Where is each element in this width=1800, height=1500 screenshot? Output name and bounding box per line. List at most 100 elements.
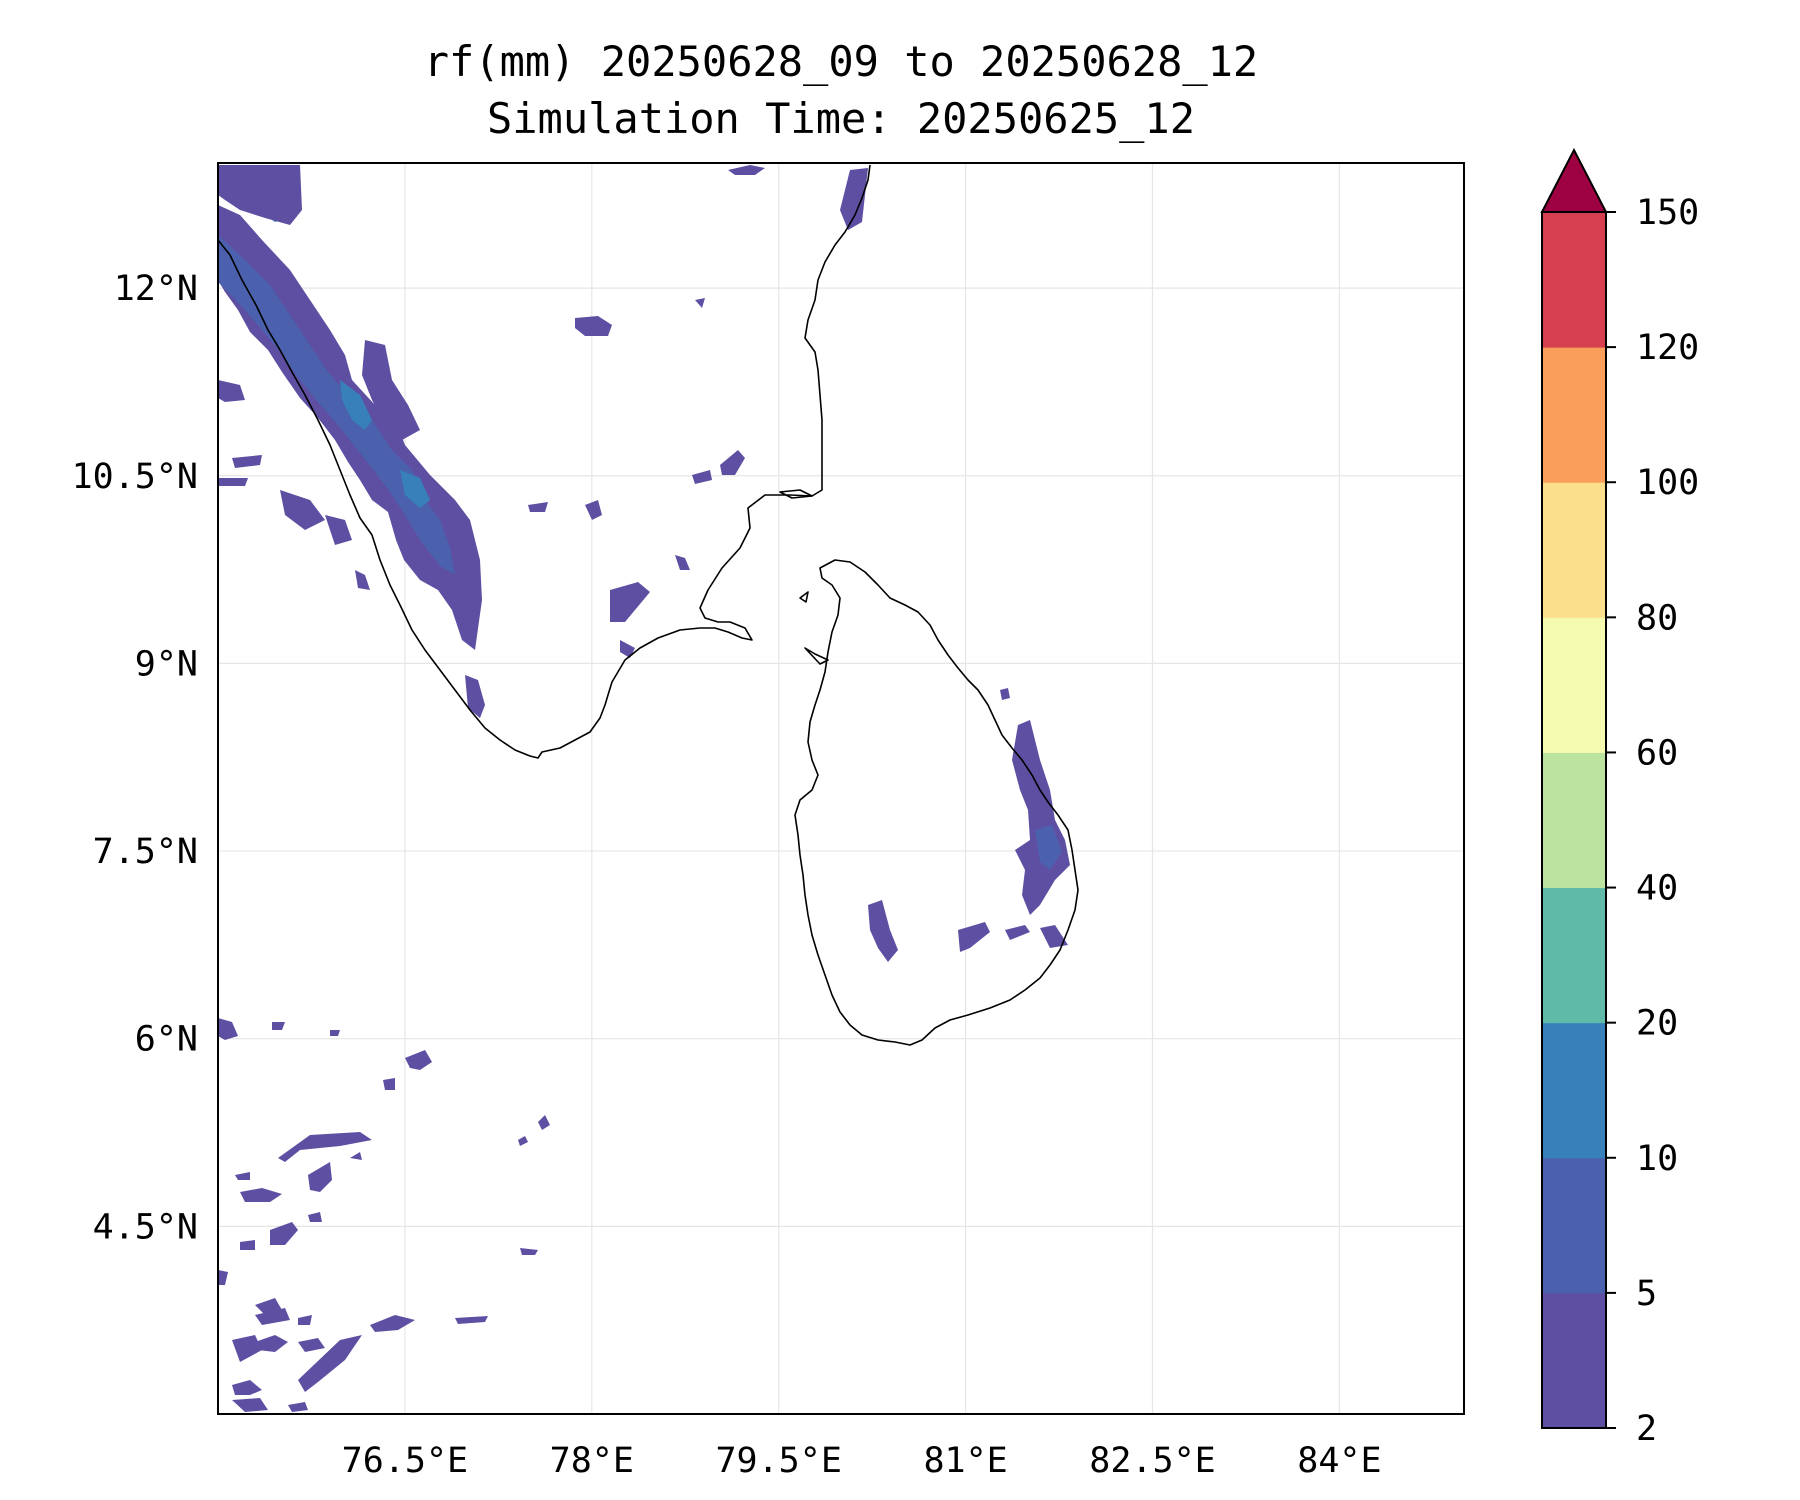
rainfall-layer xyxy=(218,165,1070,1412)
rain-area-sl-east xyxy=(1012,720,1070,915)
rain-area-tn-9 xyxy=(840,168,868,230)
rain-area-ocean-3 xyxy=(330,1030,340,1036)
rain-area-tn-2 xyxy=(720,450,745,475)
x-tick-label: 84°E xyxy=(1297,1441,1381,1481)
rain-area-ocean-23 xyxy=(232,1380,262,1395)
colorbar-segment xyxy=(1542,617,1606,753)
colorbar-label: 20 xyxy=(1636,1004,1678,1044)
rain-area-ocean-16 xyxy=(298,1315,312,1325)
axis-ticks: 76.5°E 78°E 79.5°E 81°E 82.5°E 84°E 12°N 10.5°N… xyxy=(72,269,1382,1481)
title-line-2: Simulation Time: 20250625_12 xyxy=(487,94,1195,143)
y-tick-label: 4.5°N xyxy=(93,1207,198,1247)
coastline-islet-1 xyxy=(799,591,809,603)
rain-area-ocean-13 xyxy=(218,1270,228,1285)
rain-area-ocean-25 xyxy=(288,1402,308,1412)
rain-area-ocean-22 xyxy=(298,1335,362,1392)
rain-area-ocean-6 xyxy=(278,1132,372,1162)
y-tick-label: 6°N xyxy=(135,1020,198,1060)
rain-area-tn-5 xyxy=(610,582,650,622)
x-tick-label: 79.5°E xyxy=(715,1441,841,1481)
rain-area-ocean-2 xyxy=(272,1022,285,1030)
rain-area-ghats-high-2 xyxy=(340,380,372,430)
rain-area-nw-small-3 xyxy=(218,478,248,486)
rain-area-ocean-28 xyxy=(518,1136,528,1146)
rain-area-ocean-5 xyxy=(383,1078,395,1090)
rain-area-ocean-18 xyxy=(298,1338,325,1352)
rain-area-tn-7 xyxy=(620,640,635,658)
coastlines xyxy=(218,164,1079,1046)
y-tick-label: 10.5°N xyxy=(72,457,198,497)
coastline-sri-lanka xyxy=(794,559,1079,1046)
rain-area-ocean-27 xyxy=(538,1115,550,1130)
rain-area-ghats-high-3 xyxy=(400,470,430,508)
colorbar-label: 150 xyxy=(1636,193,1699,233)
map-frame xyxy=(217,162,1465,1415)
colorbar-frame xyxy=(1541,211,1607,1429)
colorbar-label: 40 xyxy=(1636,869,1678,909)
y-tick-label: 12°N xyxy=(114,269,198,309)
title-line-1: rf(mm) 20250628_09 to 20250628_12 xyxy=(424,37,1258,86)
rain-area-tn-11 xyxy=(528,502,548,512)
colorbar-label: 100 xyxy=(1636,463,1699,503)
rain-area-sl-south-2 xyxy=(958,922,990,952)
rain-area-ocean-10 xyxy=(270,1222,298,1245)
rain-area-sl-south-1 xyxy=(868,900,898,962)
rain-area-ocean-12 xyxy=(240,1240,255,1250)
colorbar-segment xyxy=(1542,347,1606,483)
rain-area-ocean-26 xyxy=(520,1248,538,1255)
rain-area-nw-small-4 xyxy=(280,490,325,530)
rain-area-nw-small-2 xyxy=(232,455,262,468)
rain-area-ocean-9 xyxy=(240,1188,282,1202)
colorbar-segment xyxy=(1542,1157,1606,1294)
colorbar-segment xyxy=(1542,752,1606,889)
colorbar-label: 5 xyxy=(1636,1274,1657,1314)
rain-area-ocean-21 xyxy=(232,1335,262,1362)
colorbar-segment xyxy=(1542,887,1606,1024)
rain-area-sl-south-3 xyxy=(1005,925,1030,940)
rain-area-hills-east xyxy=(362,340,420,440)
x-tick-label: 81°E xyxy=(923,1441,1007,1481)
x-tick-label: 82.5°E xyxy=(1089,1441,1215,1481)
rain-area-ocean-24 xyxy=(232,1398,268,1412)
rain-area-nw-small-5 xyxy=(325,515,352,545)
rain-area-ocean-17 xyxy=(255,1335,288,1352)
rain-area-sl-east-core xyxy=(1035,825,1062,870)
rain-area-sl-north xyxy=(1000,688,1010,700)
rain-area-ocean-4 xyxy=(405,1050,432,1070)
rain-area-ocean-8 xyxy=(235,1172,250,1180)
coastline-india xyxy=(218,164,871,759)
colorbar: 2 5 10 20 40 60 80 100 120 150 xyxy=(1540,147,1699,1449)
coastline-islet-2 xyxy=(804,647,829,665)
colorbar-label: 80 xyxy=(1636,598,1678,638)
colorbar-segment xyxy=(1542,482,1606,618)
rain-area-nw-small-6 xyxy=(355,570,370,590)
colorbar-label: 60 xyxy=(1636,733,1678,773)
rain-area-north-blob xyxy=(218,165,302,225)
rain-area-western-ghats-core xyxy=(218,235,455,575)
rain-area-tn-8 xyxy=(728,165,765,175)
rain-area-ocean-15 xyxy=(255,1308,290,1325)
colorbar-segment xyxy=(1542,1022,1606,1159)
rain-area-ocean-11 xyxy=(308,1212,322,1222)
colorbar-segment xyxy=(1542,212,1606,348)
y-tick-label: 7.5°N xyxy=(93,832,198,872)
colorbar-label: 120 xyxy=(1636,328,1699,368)
rain-area-sl-south-4 xyxy=(1040,925,1068,948)
rain-area-tn-10 xyxy=(695,298,705,308)
rain-area-tn-3 xyxy=(692,470,712,484)
x-tick-label: 78°E xyxy=(550,1441,634,1481)
rain-area-tn-6 xyxy=(675,555,690,570)
rain-area-ocean-20 xyxy=(455,1316,488,1324)
x-tick-label: 76.5°E xyxy=(342,1441,468,1481)
colorbar-extend-arrow xyxy=(1540,147,1608,213)
colorbar-segment xyxy=(1542,1292,1606,1429)
rain-area-ocean-29 xyxy=(350,1152,362,1160)
colorbar-label: 10 xyxy=(1636,1139,1678,1179)
rain-area-south-ghats xyxy=(465,675,485,718)
rain-area-nw-small-1 xyxy=(218,380,245,402)
y-tick-label: 9°N xyxy=(135,644,198,684)
colorbar-label: 2 xyxy=(1636,1409,1657,1449)
rain-area-tn-1 xyxy=(575,316,612,336)
map-background xyxy=(218,163,1464,1414)
